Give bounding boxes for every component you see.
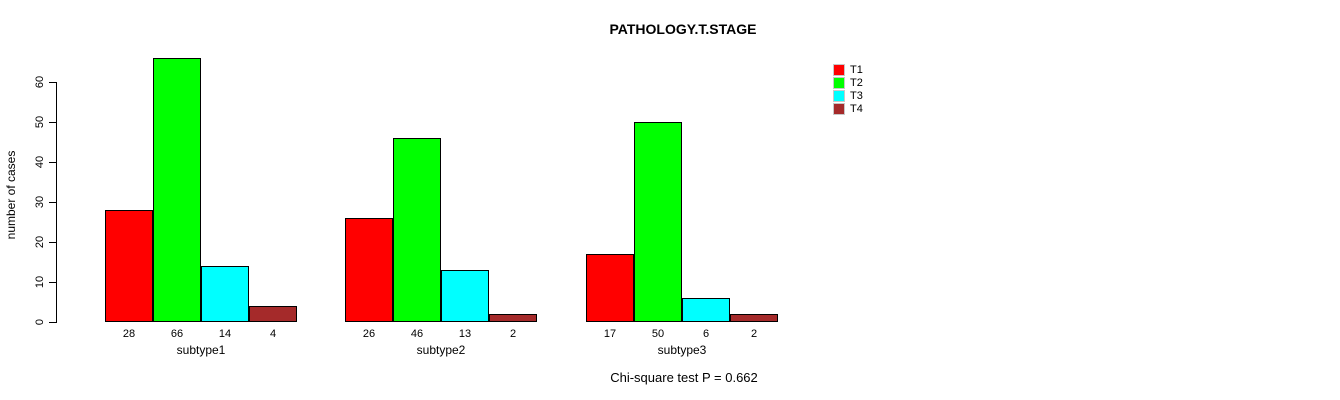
bar-T4-subtype3 xyxy=(730,314,778,322)
bar-T3-subtype2 xyxy=(441,270,489,322)
y-axis-tick-label: 20 xyxy=(34,235,46,249)
bar-T1-subtype1 xyxy=(105,210,153,322)
bar-value-label: 2 xyxy=(509,328,517,340)
legend-swatch xyxy=(833,90,845,102)
bar-value-label: 13 xyxy=(458,328,472,340)
y-axis-tick xyxy=(49,162,56,163)
legend-swatch xyxy=(833,103,845,115)
legend-label: T2 xyxy=(850,77,863,89)
bar-value-label: 14 xyxy=(218,328,232,340)
chart-title: PATHOLOGY.T.STAGE xyxy=(609,21,757,37)
bar-value-label: 17 xyxy=(603,328,617,340)
bar-T4-subtype1 xyxy=(249,306,297,322)
y-axis-tick-label: 10 xyxy=(34,275,46,289)
y-axis-tick-label: 50 xyxy=(34,115,46,129)
bar-value-label: 50 xyxy=(651,328,665,340)
bar-value-label: 28 xyxy=(122,328,136,340)
legend-swatch xyxy=(833,77,845,89)
bar-value-label: 26 xyxy=(362,328,376,340)
annotation-chi-square: Chi-square test P = 0.662 xyxy=(610,370,758,385)
bar-value-label: 4 xyxy=(269,328,277,340)
y-axis-tick xyxy=(49,242,56,243)
y-axis-tick-label: 30 xyxy=(34,195,46,209)
y-axis-label: number of cases xyxy=(4,150,18,240)
bar-value-label: 2 xyxy=(750,328,758,340)
legend-label: T3 xyxy=(850,90,863,102)
category-label: subtype2 xyxy=(416,343,466,357)
y-axis-tick xyxy=(49,82,56,83)
y-axis-tick xyxy=(49,282,56,283)
bar-T3-subtype3 xyxy=(682,298,730,322)
bar-T4-subtype2 xyxy=(489,314,537,322)
legend-label: T1 xyxy=(850,64,863,76)
bar-T2-subtype2 xyxy=(393,138,441,322)
bar-T2-subtype1 xyxy=(153,58,201,322)
y-axis-tick-label: 60 xyxy=(34,75,46,89)
bar-T1-subtype2 xyxy=(345,218,393,322)
bar-T3-subtype1 xyxy=(201,266,249,322)
y-axis-tick-label: 0 xyxy=(34,318,46,326)
y-axis-tick xyxy=(49,202,56,203)
bar-value-label: 6 xyxy=(702,328,710,340)
y-axis-tick-label: 40 xyxy=(34,155,46,169)
bar-value-label: 46 xyxy=(410,328,424,340)
category-label: subtype3 xyxy=(657,343,707,357)
legend-label: T4 xyxy=(850,103,863,115)
y-axis-tick xyxy=(49,122,56,123)
legend-swatch xyxy=(833,64,845,76)
bar-value-label: 66 xyxy=(170,328,184,340)
y-axis-line xyxy=(56,82,57,323)
y-axis-tick xyxy=(49,322,56,323)
bar-T2-subtype3 xyxy=(634,122,682,322)
bar-T1-subtype3 xyxy=(586,254,634,322)
category-label: subtype1 xyxy=(176,343,226,357)
